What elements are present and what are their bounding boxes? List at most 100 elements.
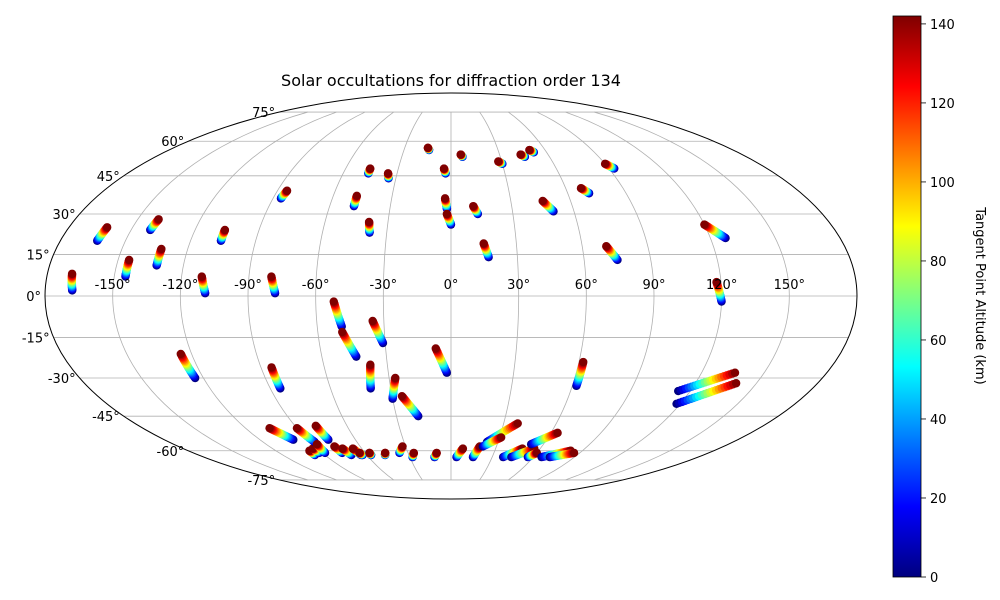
occultation-point — [576, 184, 586, 193]
occultation-point — [431, 344, 440, 353]
occultation-track — [152, 244, 166, 270]
occultation-track — [311, 421, 333, 444]
occultation-track — [538, 196, 558, 216]
occultation-track — [516, 150, 530, 162]
occultation-track — [572, 357, 588, 391]
occultation-track — [442, 209, 456, 229]
occultation-track — [602, 242, 622, 265]
occultation-point — [383, 169, 393, 178]
occultation-point — [600, 159, 610, 169]
occultation-track — [121, 255, 134, 281]
occultation-point — [731, 379, 741, 388]
occultation-track — [338, 327, 361, 361]
occultation-point — [282, 186, 292, 195]
occultation-point — [380, 448, 390, 458]
lat-tick-label: -15° — [22, 332, 50, 347]
occultation-point — [355, 448, 364, 458]
lat-tick-label: -75° — [247, 474, 275, 489]
occultation-track — [700, 220, 730, 243]
occultation-point — [442, 209, 452, 219]
occultation-track — [408, 448, 418, 462]
occultation-track — [216, 225, 230, 245]
occultation-points — [67, 143, 741, 462]
occultation-track — [430, 448, 441, 462]
map-boundary — [44, 92, 858, 500]
occultation-track — [93, 223, 112, 245]
occultation-point — [569, 448, 579, 458]
occultation-point — [312, 440, 322, 449]
lat-tick-label: 30° — [53, 208, 76, 223]
occultation-point — [458, 444, 468, 453]
occultation-track — [712, 277, 726, 306]
colorbar-tick-label: 100 — [930, 176, 955, 191]
occultation-track — [176, 349, 200, 383]
lat-tick-label: 0° — [26, 290, 41, 305]
occultation-point — [525, 145, 534, 155]
lon-tick-label: -30° — [369, 278, 397, 293]
occultation-track — [364, 164, 375, 178]
colorbar: 0 20 40 60 80 100 120 140 Tangent Point Altitud… — [892, 15, 987, 586]
meridian-line — [594, 111, 790, 481]
occultation-point — [67, 269, 77, 278]
occultation-track — [312, 440, 330, 458]
colorbar-tick-label: 120 — [930, 97, 955, 112]
occultation-point — [456, 150, 465, 159]
occultation-point — [602, 242, 611, 251]
occultation-track — [469, 201, 483, 219]
meridian-line — [382, 111, 423, 481]
occultation-point — [439, 164, 449, 173]
occultation-point — [440, 194, 450, 203]
occultation-track — [388, 373, 400, 403]
occultation-point — [157, 244, 166, 254]
lat-tick-label: 15° — [27, 248, 50, 263]
lon-tick-label: 150° — [774, 278, 805, 293]
occultation-point — [330, 442, 339, 451]
lon-tick-label: 60° — [575, 278, 598, 293]
occultation-point — [267, 363, 276, 372]
occultation-track — [292, 423, 319, 447]
occultation-point — [553, 428, 562, 438]
colorbar-label: Tangent Point Altitude (km) — [972, 206, 987, 384]
occultation-track — [197, 272, 210, 298]
occultation-track — [600, 159, 619, 173]
occultation-track — [365, 448, 376, 460]
occultation-point — [352, 191, 362, 201]
occultation-track — [576, 184, 594, 198]
occultation-point — [700, 220, 709, 229]
colorbar-gradient — [892, 15, 922, 578]
occultation-track — [397, 391, 423, 421]
occultation-point — [267, 272, 276, 281]
occultation-point — [311, 421, 320, 431]
colorbar-tick-label: 140 — [930, 18, 955, 33]
occultation-point — [366, 360, 375, 369]
occultation-track — [478, 433, 506, 451]
colorbar-tick-label: 20 — [930, 492, 947, 507]
meridian-line — [315, 111, 394, 481]
lat-tick-label: 45° — [97, 170, 120, 185]
occultation-point — [397, 391, 407, 401]
occultation-point — [364, 217, 374, 227]
occultation-point — [176, 349, 185, 359]
occultation-track — [526, 428, 562, 449]
occultation-track — [545, 448, 579, 462]
occultation-track — [355, 448, 367, 460]
occultation-track — [431, 344, 452, 377]
lat-tick-label: 75° — [252, 106, 275, 121]
occultation-point — [197, 272, 206, 281]
occultation-track — [383, 169, 393, 183]
lon-tick-label: 0° — [444, 278, 459, 293]
colorbar-ticks: 0 20 40 60 80 100 120 140 — [921, 18, 955, 586]
occultation-track — [265, 423, 298, 444]
occultation-track — [380, 448, 390, 460]
lat-tick-label: 60° — [161, 135, 184, 150]
graticule — [45, 111, 857, 481]
occultation-point — [154, 215, 163, 224]
occultation-point — [338, 444, 347, 453]
occultation-point — [365, 448, 374, 458]
occultation-point — [494, 157, 503, 166]
lon-tick-label: 30° — [507, 278, 530, 293]
occultation-point — [338, 327, 347, 337]
colorbar-tick-label: 80 — [930, 255, 947, 270]
lon-tick-label: 120° — [706, 278, 737, 293]
occultation-track — [368, 316, 388, 348]
